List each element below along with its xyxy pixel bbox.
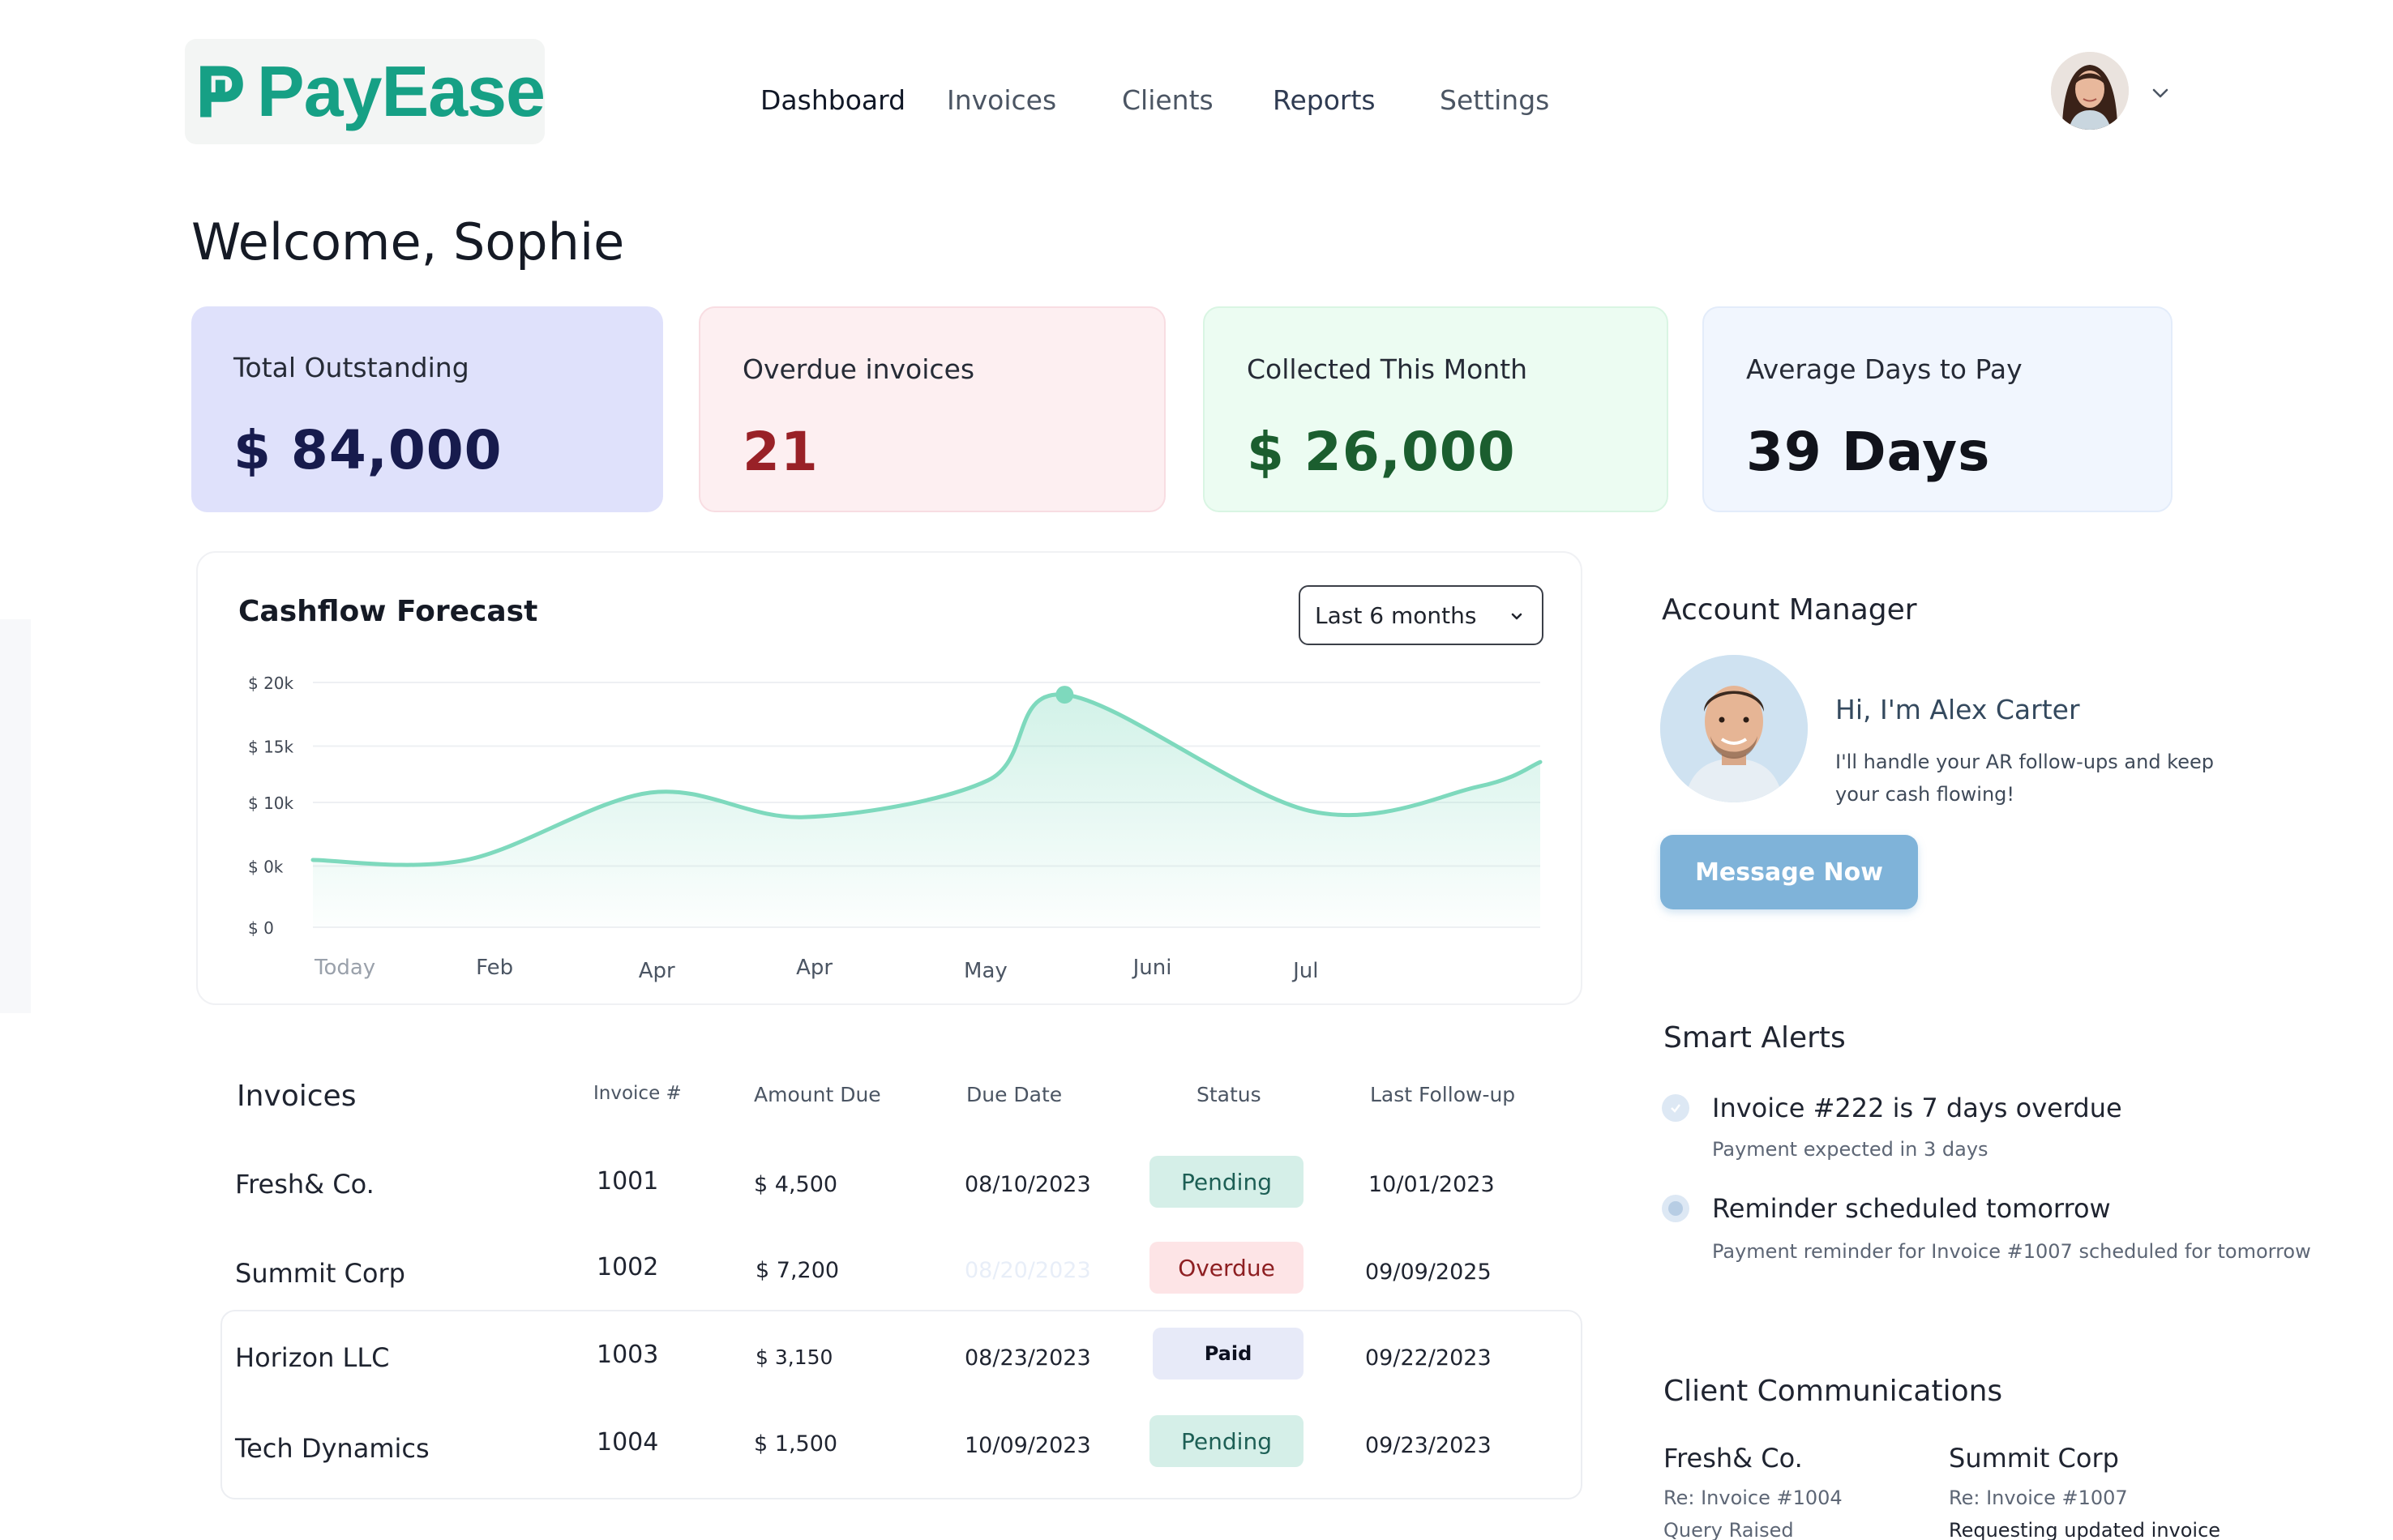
series-area — [313, 694, 1540, 927]
x-tick-label: Jul — [1291, 959, 1318, 983]
comm-client-name[interactable]: Summit Corp — [1949, 1443, 2119, 1474]
x-tick-label: Apr — [639, 959, 675, 983]
check-circle-icon — [1662, 1094, 1689, 1122]
kpi-total-outstanding[interactable]: Total Outstanding $ 84,000 — [191, 306, 663, 512]
x-tick-label: Juni — [1132, 956, 1172, 980]
kpi-value: $ 26,000 — [1247, 421, 1516, 483]
cell-last-follow-up: 10/01/2023 — [1368, 1172, 1495, 1197]
cell-last-follow-up: 09/09/2025 — [1365, 1260, 1492, 1285]
column-header-last-follow-up[interactable]: Last Follow-up — [1370, 1083, 1516, 1106]
column-header-status[interactable]: Status — [1196, 1083, 1261, 1106]
y-tick-label: $ 15k — [248, 738, 294, 757]
app-name: PayEase — [256, 51, 546, 131]
x-tick-label: Feb — [476, 956, 513, 980]
message-now-button[interactable]: Message Now — [1660, 835, 1918, 909]
column-header-amount-due[interactable]: Amount Due — [754, 1083, 881, 1106]
cell-last-follow-up: 09/22/2023 — [1365, 1345, 1492, 1371]
kpi-collected-this-month[interactable]: Collected This Month $ 26,000 — [1203, 306, 1668, 512]
reminder-icon — [1662, 1195, 1689, 1222]
cell-amount: $ 4,500 — [754, 1172, 838, 1197]
cell-invoice-number: 1002 — [597, 1253, 659, 1281]
chart-title: Cashflow Forecast — [238, 595, 538, 628]
comm-note: Query Raised — [1663, 1519, 1794, 1540]
alert-subtitle: Payment expected in 3 days — [1712, 1138, 1988, 1161]
x-tick-label: Today — [314, 956, 375, 980]
cell-client[interactable]: Tech Dynamics — [235, 1433, 430, 1464]
y-tick-label: $ 0k — [248, 858, 284, 877]
status-badge: Overdue — [1149, 1242, 1304, 1294]
cell-last-follow-up: 09/23/2023 — [1365, 1433, 1492, 1458]
column-header-invoice-number[interactable]: Invoice # — [593, 1083, 682, 1104]
highlight-point — [1055, 686, 1074, 704]
cell-due-date: 08/10/2023 — [965, 1172, 1091, 1197]
status-badge: Paid — [1153, 1328, 1304, 1380]
smart-alerts-title: Smart Alerts — [1663, 1021, 1846, 1054]
column-header-due-date[interactable]: Due Date — [966, 1083, 1063, 1106]
client-communications-title: Client Communications — [1663, 1375, 2003, 1408]
account-manager-note: I'll handle your AR follow-ups and keep … — [1835, 751, 2214, 806]
kpi-value: $ 84,000 — [233, 419, 503, 481]
kpi-label: Collected This Month — [1247, 353, 1528, 385]
payease-logo-icon — [200, 66, 243, 118]
chevron-down-icon[interactable] — [2148, 81, 2173, 105]
user-avatar[interactable] — [2051, 52, 2129, 130]
nav-invoices[interactable]: Invoices — [947, 84, 1057, 116]
cell-client[interactable]: Horizon LLC — [235, 1342, 390, 1373]
cell-due-date: 10/09/2023 — [965, 1433, 1091, 1458]
y-tick-label: $ 0 — [248, 918, 274, 938]
account-manager-photo — [1660, 655, 1808, 802]
cell-amount: $ 1,500 — [754, 1431, 838, 1457]
user-avatar-icon — [2051, 52, 2129, 130]
comm-note: Requesting updated invoice — [1949, 1519, 2221, 1540]
x-tick-label: May — [964, 959, 1008, 983]
kpi-average-days-to-pay[interactable]: Average Days to Pay 39 Days — [1702, 306, 2173, 512]
alert-subtitle: Payment reminder for Invoice #1007 sched… — [1712, 1240, 2311, 1263]
chevron-down-icon — [1511, 613, 1522, 620]
status-badge: Pending — [1149, 1415, 1304, 1467]
cell-amount: $ 3,150 — [756, 1345, 833, 1369]
series-line — [310, 692, 1543, 867]
account-manager-greeting: Hi, I'm Alex Carter — [1835, 694, 2080, 725]
y-tick-label: $ 10k — [248, 794, 294, 813]
cell-amount: $ 7,200 — [756, 1258, 840, 1283]
cashflow-chart: $ 20k $ 15k $ 10k $ 0k $ 0 Today Feb Apr Apr May J… — [248, 674, 1543, 983]
kpi-overdue-invoices[interactable]: Overdue invoices 21 — [699, 306, 1166, 512]
cell-invoice-number: 1001 — [597, 1167, 659, 1196]
cell-invoice-number: 1004 — [597, 1428, 659, 1457]
alert-title[interactable]: Reminder scheduled tomorrow — [1712, 1193, 2111, 1224]
cell-client[interactable]: Summit Corp — [235, 1258, 405, 1289]
status-badge: Pending — [1149, 1156, 1304, 1208]
welcome-heading: Welcome, Sophie — [191, 212, 625, 272]
nav-reports[interactable]: Reports — [1273, 84, 1376, 116]
alert-title[interactable]: Invoice #222 is 7 days overdue — [1712, 1093, 2122, 1123]
cell-invoice-number: 1003 — [597, 1341, 659, 1369]
comm-client-name[interactable]: Fresh& Co. — [1663, 1443, 1803, 1474]
nav-clients[interactable]: Clients — [1122, 84, 1214, 116]
range-select[interactable]: Last 6 months — [1299, 585, 1543, 645]
cell-due-date: 08/23/2023 — [965, 1345, 1091, 1371]
range-select-value: Last 6 months — [1315, 601, 1477, 629]
cashflow-forecast-card: $ 20k $ 15k $ 10k $ 0k $ 0 Today Feb Apr Apr May J… — [196, 551, 1582, 1005]
account-manager-title: Account Manager — [1662, 593, 1917, 627]
side-panel-edge — [0, 619, 31, 1013]
kpi-label: Total Outstanding — [233, 352, 469, 383]
nav-dashboard[interactable]: Dashboard — [760, 84, 906, 116]
nav-settings[interactable]: Settings — [1440, 84, 1550, 116]
cell-due-date: 08/20/2023 — [965, 1258, 1091, 1283]
invoices-title: Invoices — [237, 1080, 357, 1113]
comm-reference: Re: Invoice #1004 — [1663, 1487, 1843, 1509]
kpi-label: Overdue invoices — [743, 353, 975, 385]
app-logo[interactable]: PayEase — [185, 39, 546, 144]
kpi-label: Average Days to Pay — [1746, 353, 2023, 385]
table-row-group — [220, 1310, 1582, 1499]
x-tick-label: Apr — [796, 956, 833, 980]
comm-reference: Re: Invoice #1007 — [1949, 1487, 2128, 1509]
kpi-value: 21 — [743, 421, 819, 483]
y-tick-label: $ 20k — [248, 674, 294, 693]
account-manager-avatar-icon — [1660, 655, 1808, 802]
cell-client[interactable]: Fresh& Co. — [235, 1169, 375, 1200]
kpi-value: 39 Days — [1746, 421, 1991, 483]
